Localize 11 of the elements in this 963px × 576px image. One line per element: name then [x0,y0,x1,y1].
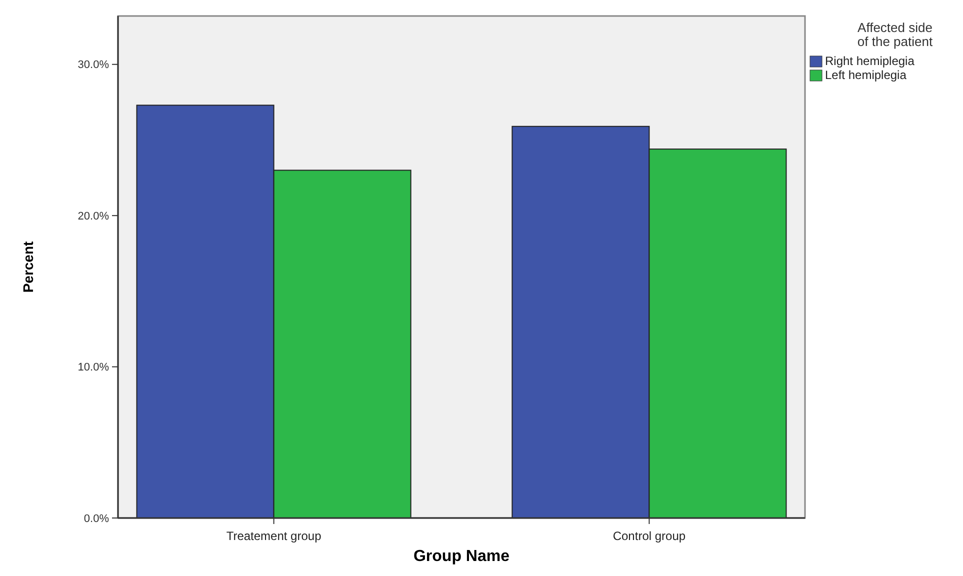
legend-title: Affected side of the patient [857,20,933,49]
x-tick-label: Control group [612,529,686,543]
legend-label: Right hemiplegia [825,54,915,68]
x-axis-title: Group Name [413,548,510,565]
y-tick-label: 10.0% [78,362,110,374]
y-tick-label: 20.0% [78,210,110,222]
legend-label: Left hemiplegia [825,68,907,82]
y-axis-title: Percent [20,240,36,293]
x-tick-label: Treatement group [226,529,322,543]
y-tick-label: 0.0% [84,512,110,525]
y-tick-label: 30.0% [78,59,110,72]
